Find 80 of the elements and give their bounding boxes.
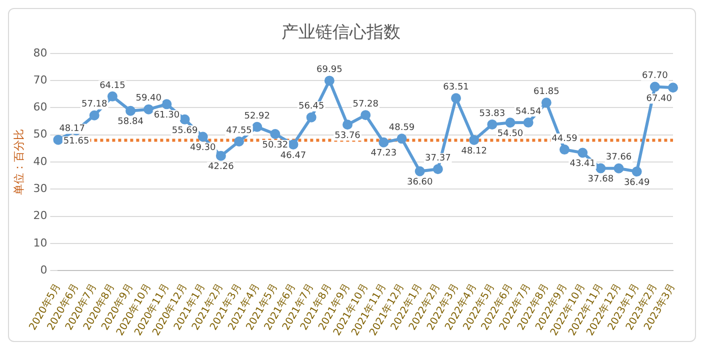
y-axis-title: 单位：百分比 bbox=[12, 129, 26, 196]
data-label: 47.55 bbox=[226, 126, 252, 136]
data-label: 57.18 bbox=[81, 100, 108, 110]
point bbox=[650, 82, 660, 92]
point bbox=[396, 134, 407, 144]
point bbox=[414, 166, 425, 176]
data-label: 61.85 bbox=[534, 87, 560, 98]
data-label: 50.32 bbox=[262, 140, 288, 150]
point bbox=[180, 114, 190, 124]
data-label: 52.92 bbox=[244, 111, 270, 122]
data-label: 43.41 bbox=[570, 159, 596, 170]
point bbox=[107, 91, 118, 102]
point bbox=[578, 148, 588, 158]
data-label: 51.65 bbox=[63, 136, 90, 147]
point bbox=[252, 122, 262, 132]
point bbox=[89, 110, 100, 120]
data-label: 49.30 bbox=[190, 143, 216, 154]
point bbox=[216, 150, 226, 161]
point bbox=[270, 128, 280, 139]
data-label: 37.66 bbox=[606, 152, 632, 163]
y-tick-label: 30 bbox=[33, 182, 48, 196]
point bbox=[360, 110, 371, 120]
data-label: 48.17 bbox=[59, 124, 85, 134]
data-label: 59.40 bbox=[136, 94, 162, 104]
data-label: 67.70 bbox=[642, 71, 668, 82]
data-label: 36.60 bbox=[406, 178, 433, 188]
data-label: 53.83 bbox=[479, 108, 506, 119]
y-tick-label: 60 bbox=[33, 100, 48, 114]
point bbox=[451, 93, 462, 104]
y-tick-label: 0 bbox=[40, 263, 48, 276]
point bbox=[614, 163, 624, 174]
point bbox=[523, 118, 534, 128]
data-label: 44.59 bbox=[552, 134, 578, 144]
data-label: 56.45 bbox=[298, 102, 324, 112]
point bbox=[288, 139, 298, 150]
data-label: 67.40 bbox=[646, 94, 672, 104]
y-tick-label: 40 bbox=[33, 154, 48, 168]
data-label: 37.37 bbox=[425, 153, 451, 164]
point bbox=[306, 112, 316, 122]
y-tick-label: 80 bbox=[33, 46, 48, 60]
data-label: 48.59 bbox=[388, 123, 415, 134]
data-label: 47.23 bbox=[370, 148, 397, 159]
data-label: 55.69 bbox=[172, 126, 198, 136]
point bbox=[126, 106, 136, 116]
data-label: 46.47 bbox=[280, 150, 306, 161]
point bbox=[324, 76, 334, 86]
data-label: 69.95 bbox=[316, 65, 342, 76]
point bbox=[469, 134, 480, 145]
data-label: 36.49 bbox=[624, 178, 650, 188]
data-label: 42.26 bbox=[208, 162, 234, 172]
point bbox=[144, 104, 154, 114]
point bbox=[432, 164, 443, 174]
data-label: 48.12 bbox=[461, 146, 487, 156]
data-label: 53.76 bbox=[334, 130, 361, 141]
point bbox=[342, 120, 353, 130]
y-tick-label: 20 bbox=[33, 209, 48, 222]
point bbox=[53, 134, 64, 145]
point bbox=[541, 98, 552, 108]
point bbox=[162, 99, 172, 110]
data-label: 61.30 bbox=[154, 110, 180, 121]
point bbox=[596, 163, 606, 174]
point bbox=[198, 132, 208, 142]
y-tick-label: 50 bbox=[33, 128, 48, 141]
point bbox=[560, 144, 570, 155]
data-label: 54.54 bbox=[515, 106, 542, 117]
chart-title: 产业链信心指数 bbox=[282, 22, 400, 43]
point bbox=[505, 118, 516, 128]
y-tick-label: 10 bbox=[33, 236, 48, 250]
point bbox=[668, 82, 678, 93]
point bbox=[487, 119, 498, 130]
data-label: 57.28 bbox=[352, 99, 379, 110]
data-label: 64.15 bbox=[100, 80, 126, 91]
point bbox=[234, 136, 244, 147]
point bbox=[378, 137, 389, 148]
data-label: 54.50 bbox=[497, 128, 524, 139]
data-label: 63.51 bbox=[443, 82, 469, 93]
data-label: 37.68 bbox=[588, 174, 614, 185]
y-tick-label: 70 bbox=[33, 73, 48, 86]
data-label: 58.84 bbox=[118, 117, 144, 128]
point bbox=[632, 166, 642, 177]
